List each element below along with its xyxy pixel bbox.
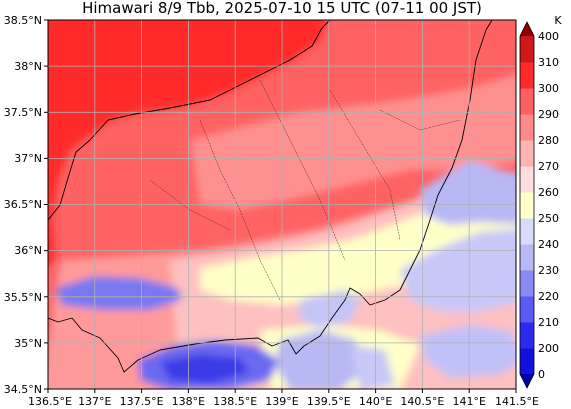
colorbar-tick-label: 220 <box>538 290 559 303</box>
colorbar-segment <box>520 114 534 141</box>
x-axis: 136.5°E 137°E 137.5°E 138°E 138.5°E 139°… <box>28 389 539 408</box>
colorbar-frame <box>519 21 535 389</box>
colorbar-unit: K <box>554 14 562 27</box>
x-tick-label: 141°E <box>452 395 485 408</box>
colorbar-segment <box>520 140 534 167</box>
colorbar-tick-label: 240 <box>538 238 559 251</box>
y-tick-label: 38.5°N <box>4 14 42 27</box>
y-axis: 38.5°N 38°N 37.5°N 37°N 36.5°N 36°N 35.5… <box>4 14 48 396</box>
x-tick-label: 138°E <box>172 395 205 408</box>
colorbar-tick-label: 250 <box>538 212 559 225</box>
colorbar-segment <box>520 166 534 193</box>
x-tick-label: 138.5°E <box>213 395 257 408</box>
x-tick-label: 140.5°E <box>400 395 444 408</box>
colorbar-tick-label: 0 <box>538 368 545 381</box>
colorbar-tick-label: 270 <box>538 160 559 173</box>
tbb-field <box>48 20 516 389</box>
x-tick-label: 137°E <box>78 395 111 408</box>
colorbar-segment <box>520 322 534 349</box>
colorbar-segment <box>520 218 534 245</box>
x-tick-label: 139.5°E <box>307 395 351 408</box>
x-tick-label: 137.5°E <box>120 395 164 408</box>
colorbar-segment <box>520 36 534 63</box>
y-tick-label: 35°N <box>14 337 42 350</box>
colorbar: 0 200 210 220 230 240 250 260 270 280 290 300 310 400… <box>519 14 562 389</box>
colorbar-segment <box>520 270 534 297</box>
y-tick-label: 36°N <box>14 244 42 257</box>
map-title: Himawari 8/9 Tbb, 2025-07-10 15 UTC (07-… <box>82 0 482 17</box>
x-tick-label: 140°E <box>359 395 392 408</box>
colorbar-tick-label: 200 <box>538 342 559 355</box>
colorbar-segment <box>520 88 534 115</box>
colorbar-tick-label: 300 <box>538 82 559 95</box>
colorbar-tick-label: 400 <box>538 30 559 43</box>
graticule <box>48 20 516 389</box>
y-tick-label: 37.5°N <box>4 106 42 119</box>
colorbar-tick-label: 310 <box>538 56 559 69</box>
y-tick-label: 35.5°N <box>4 291 42 304</box>
y-tick-label: 34.5°N <box>4 383 42 396</box>
colorbar-segment <box>520 192 534 219</box>
colorbar-tick-label: 210 <box>538 316 559 329</box>
colorbar-tick-label: 260 <box>538 186 559 199</box>
colorbar-min-extension <box>520 374 534 388</box>
colorbar-tick-label: 290 <box>538 108 559 121</box>
colorbar-max-extension <box>520 22 534 36</box>
x-tick-label: 136.5°E <box>28 395 72 408</box>
colorbar-tick-label: 280 <box>538 134 559 147</box>
y-tick-label: 38°N <box>14 60 42 73</box>
colorbar-ticks: 0 200 210 220 230 240 250 260 270 280 290 300 310 400 <box>538 30 559 381</box>
x-tick-label: 141.5°E <box>495 395 539 408</box>
y-tick-label: 37°N <box>14 152 42 165</box>
colorbar-segments <box>519 21 535 389</box>
colorbar-tick-label: 230 <box>538 264 559 277</box>
colorbar-segment <box>520 296 534 323</box>
colorbar-segment <box>520 348 534 375</box>
colorbar-segment <box>520 244 534 271</box>
y-tick-label: 36.5°N <box>4 198 42 211</box>
x-tick-label: 139°E <box>265 395 298 408</box>
colorbar-segment <box>520 62 534 89</box>
